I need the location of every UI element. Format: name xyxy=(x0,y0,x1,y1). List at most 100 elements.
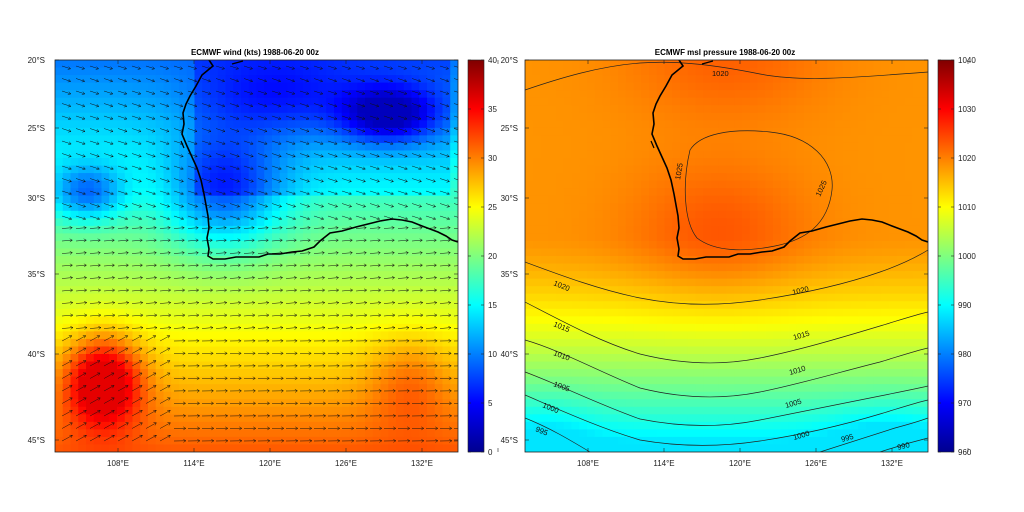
field-cell xyxy=(594,399,604,408)
field-cell xyxy=(434,384,444,393)
wind-arrow xyxy=(61,153,72,158)
wind-arrow xyxy=(313,364,326,368)
field-cell xyxy=(140,414,149,423)
field-cell xyxy=(388,203,397,212)
field-cell xyxy=(532,376,542,385)
wind-arrow xyxy=(383,203,395,208)
field-cell xyxy=(326,263,335,272)
field-cell xyxy=(711,75,720,84)
field-cell xyxy=(680,421,689,430)
field-cell xyxy=(194,158,203,167)
field-cell xyxy=(703,384,712,393)
field-cell xyxy=(695,421,704,430)
field-cell xyxy=(357,158,366,167)
field-cell xyxy=(272,203,281,212)
wind-arrow xyxy=(117,288,130,293)
field-cell xyxy=(179,256,188,265)
field-cell xyxy=(680,127,689,136)
field-cell xyxy=(287,316,296,325)
field-cell xyxy=(687,301,697,310)
field-cell xyxy=(633,338,642,348)
wind-arrow xyxy=(369,203,381,208)
field-cell xyxy=(372,240,382,250)
wind-arrow xyxy=(327,414,341,418)
field-cell xyxy=(711,218,720,227)
field-cell xyxy=(334,414,343,423)
field-cell xyxy=(70,135,79,144)
field-cell xyxy=(372,429,382,438)
field-cell xyxy=(264,97,273,106)
wind-arrow xyxy=(397,351,410,356)
field-cell xyxy=(357,414,366,423)
field-cell xyxy=(687,376,697,385)
field-cell xyxy=(78,399,87,408)
wind-lat-axis: 20°S 25°S 30°S 35°S 40°S 45°S xyxy=(28,56,45,445)
field-cell xyxy=(594,286,604,295)
field-cell xyxy=(70,346,79,355)
field-cell xyxy=(625,316,635,325)
field-cell xyxy=(711,391,720,400)
field-cell xyxy=(194,248,203,257)
field-cell xyxy=(78,278,87,287)
field-cell xyxy=(132,97,141,106)
field-cell xyxy=(388,112,397,121)
wind-arrow xyxy=(411,178,422,183)
field-cell xyxy=(341,429,351,438)
field-cell xyxy=(310,105,320,114)
wind-arrow xyxy=(187,301,200,305)
field-cell xyxy=(341,391,351,400)
field-cell xyxy=(563,195,573,204)
wind-arrow xyxy=(285,203,297,208)
field-cell xyxy=(649,150,658,159)
wind-arrow xyxy=(271,178,282,183)
field-cell xyxy=(427,308,436,317)
field-cell xyxy=(365,399,374,408)
wind-arrow xyxy=(271,65,282,70)
field-cell xyxy=(171,286,180,295)
field-cell xyxy=(388,165,397,174)
wind-arrow xyxy=(215,276,228,280)
field-cell xyxy=(349,158,358,167)
wind-arrow xyxy=(117,347,129,354)
wind-arrow xyxy=(89,301,102,305)
field-cell xyxy=(427,316,436,325)
field-cell xyxy=(419,97,428,106)
field-cell xyxy=(380,421,389,430)
field-cell xyxy=(109,338,118,348)
field-cell xyxy=(148,286,157,295)
wind-arrow xyxy=(383,364,396,368)
wind-arrow xyxy=(327,165,338,170)
field-cell xyxy=(148,97,157,106)
field-cell xyxy=(396,406,405,415)
field-cell xyxy=(664,414,673,423)
field-cell xyxy=(194,173,203,182)
field-cell xyxy=(641,150,650,159)
field-cell xyxy=(388,429,397,438)
field-cell xyxy=(571,105,580,114)
field-cell xyxy=(442,346,451,355)
field-cell xyxy=(540,158,549,167)
field-cell xyxy=(217,444,227,452)
field-cell xyxy=(680,354,689,363)
field-cell xyxy=(687,75,697,84)
field-cell xyxy=(571,60,580,69)
wind-arrow xyxy=(229,153,240,158)
field-cell xyxy=(427,173,436,182)
field-cell xyxy=(687,444,697,452)
field-cell xyxy=(217,421,227,430)
field-cell xyxy=(70,158,79,167)
field-cell xyxy=(380,225,389,234)
field-cell xyxy=(450,127,458,136)
field-cell xyxy=(341,173,351,182)
field-cell xyxy=(450,323,458,332)
field-cell xyxy=(618,218,627,227)
colorbar-tick-label: 40 xyxy=(488,56,497,65)
field-cell xyxy=(171,293,180,302)
field-cell xyxy=(419,210,428,219)
field-cell xyxy=(372,97,382,106)
field-cell xyxy=(124,376,134,385)
field-cell xyxy=(163,346,172,355)
wind-arrow xyxy=(327,238,339,243)
wind-arrow xyxy=(103,347,115,354)
field-cell xyxy=(62,278,72,287)
